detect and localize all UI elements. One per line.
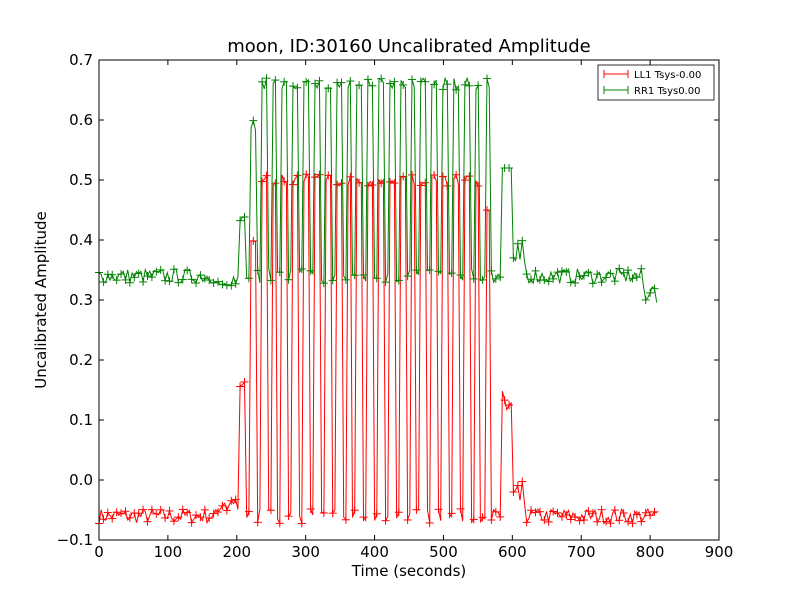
x-axis-label: Time (seconds) <box>351 562 467 580</box>
y-tick-label: 0.3 <box>69 291 93 309</box>
x-tick-label: 0 <box>94 543 104 561</box>
y-axis-label: Uncalibrated Amplitude <box>32 211 50 388</box>
x-tick-label: 900 <box>705 543 734 561</box>
x-tick-label: 800 <box>636 543 665 561</box>
x-tick-label: 500 <box>429 543 458 561</box>
y-tick-label: 0.6 <box>69 111 93 129</box>
y-tick-label: 0.4 <box>69 231 93 249</box>
y-tick-label: 0.0 <box>69 471 93 489</box>
y-tick-label: −0.1 <box>57 531 93 549</box>
x-tick-label: 300 <box>291 543 320 561</box>
legend-entry-ll1: LL1 Tsys-0.00 <box>603 70 701 81</box>
y-tick-label: 0.2 <box>69 351 93 369</box>
legend: LL1 Tsys-0.00 RR1 Tsys0.00 <box>597 64 715 101</box>
y-tick-label: 0.7 <box>69 51 93 69</box>
legend-entry-rr1: RR1 Tsys0.00 <box>603 86 701 97</box>
x-tick-label: 200 <box>222 543 251 561</box>
ticks-layer <box>98 59 720 541</box>
chart-title: moon, ID:30160 Uncalibrated Amplitude <box>227 36 591 57</box>
y-tick-label: 0.5 <box>69 171 93 189</box>
legend-label-ll1: LL1 Tsys-0.00 <box>634 70 701 81</box>
legend-label-rr1: RR1 Tsys0.00 <box>634 86 701 97</box>
x-tick-label: 400 <box>360 543 389 561</box>
series-layer <box>95 74 659 528</box>
plot-area <box>99 60 719 540</box>
legend-box <box>597 64 715 101</box>
tick-labels-layer: 0 100 200 300 400 500 600 700 800 900 −0.1 0.0 0.1 0.… <box>57 51 734 561</box>
x-tick-label: 700 <box>567 543 596 561</box>
y-tick-label: 0.1 <box>69 411 93 429</box>
x-tick-label: 100 <box>154 543 183 561</box>
x-tick-label: 600 <box>498 543 527 561</box>
